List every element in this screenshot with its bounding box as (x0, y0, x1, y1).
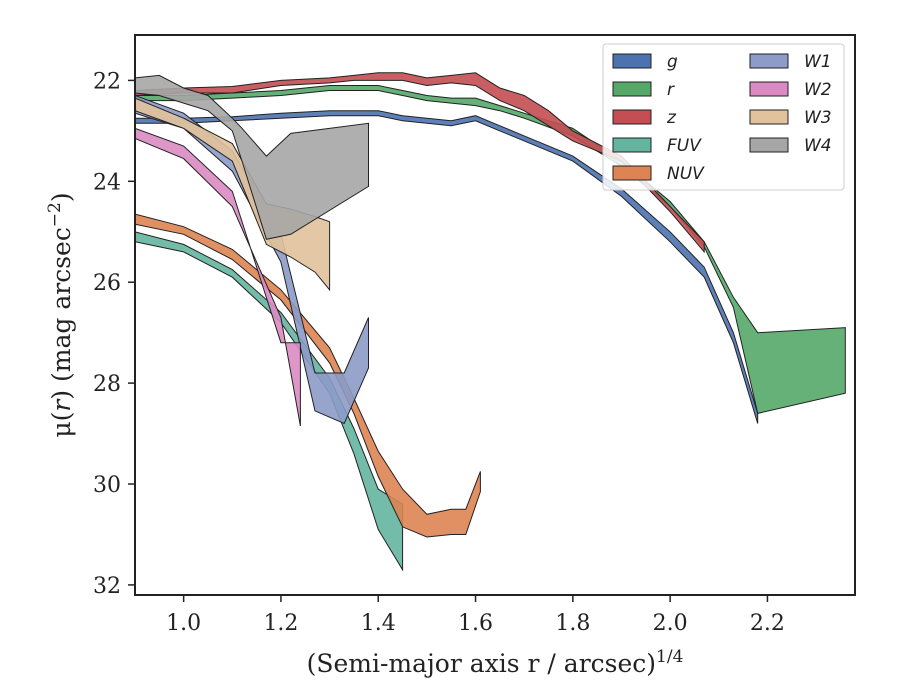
y-axis-title: μ(r) (mag arcsec−2) (45, 192, 76, 437)
legend-label-z: z (666, 108, 677, 128)
legend-box (602, 43, 845, 191)
y-tick-label: 24 (93, 170, 121, 195)
legend-label-w1: W1 (804, 52, 832, 72)
y-tick-label: 30 (93, 473, 121, 498)
x-tick-label: 1.0 (166, 611, 201, 636)
x-tick-label: 1.2 (263, 611, 298, 636)
x-tick-label: 1.6 (458, 611, 493, 636)
legend-swatch-z (612, 109, 652, 125)
legend-label-w2: W2 (804, 80, 832, 100)
legend-swatch-r (612, 81, 652, 97)
x-tick-label: 1.8 (555, 611, 590, 636)
legend-swatch-fuv (612, 137, 652, 153)
legend-swatch-w2 (749, 81, 789, 97)
legend-label-g: g (667, 52, 678, 72)
band-fuv (135, 231, 404, 572)
x-axis-title: (Semi-major axis r / arcsec)1/4 (307, 647, 684, 678)
axes-layer: 1.0 1.2 1.4 1.6 1.8 2.0 2.2 22 24 26 28 30 32 (93, 69, 785, 636)
x-tick-label: 2.2 (750, 611, 785, 636)
legend-label-w3: W3 (804, 108, 832, 128)
legend-label-w4: W4 (804, 136, 832, 156)
legend: grz FUV NUV W1 W2 W3 W4 (602, 43, 845, 191)
legend-label-fuv: FUV (667, 136, 702, 156)
legend-label-r: r (667, 80, 675, 100)
band-w2 (135, 127, 301, 427)
band-w4 (135, 74, 369, 240)
legend-swatch-w3 (749, 109, 789, 125)
y-tick-label: 26 (93, 271, 121, 296)
x-tick-label: 2.0 (653, 611, 688, 636)
y-tick-label: 28 (93, 372, 121, 397)
legend-swatch-nuv (612, 165, 652, 181)
y-tick-label: 32 (93, 574, 121, 599)
x-tick-label: 1.4 (361, 611, 396, 636)
legend-swatch-g (612, 53, 652, 69)
y-tick-label: 22 (93, 69, 121, 94)
band-r (135, 85, 846, 414)
legend-label-nuv: NUV (667, 164, 705, 184)
band-layer (135, 72, 846, 572)
plot-frame (134, 34, 856, 596)
legend-swatch-w4 (749, 137, 789, 153)
legend-swatch-w1 (749, 53, 789, 69)
band-g (135, 110, 759, 424)
band-nuv (135, 213, 481, 538)
